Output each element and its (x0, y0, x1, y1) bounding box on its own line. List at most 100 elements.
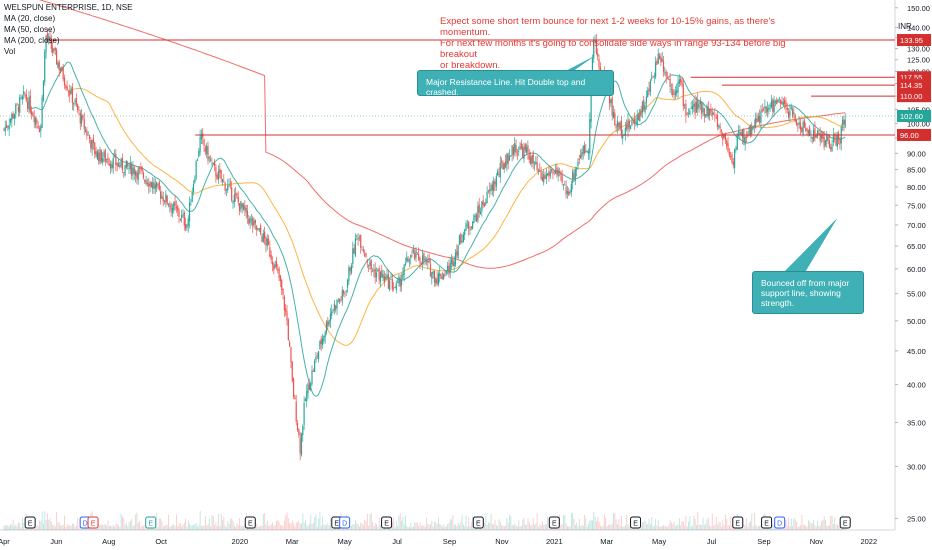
candle-body (150, 182, 152, 188)
candle-body (475, 214, 478, 222)
volume-bar (75, 525, 77, 530)
volume-bar (327, 522, 329, 530)
event-marker-label: E (28, 521, 33, 528)
candle-body (79, 112, 81, 124)
candle-body (387, 274, 389, 289)
candle-body (69, 90, 71, 96)
volume-bar (788, 517, 790, 530)
candle-body (644, 105, 646, 113)
volume-bar (528, 522, 530, 530)
volume-bar (57, 522, 59, 530)
candle-body (133, 166, 135, 175)
candle-body (460, 233, 462, 243)
volume-bar (207, 524, 209, 530)
candle-body (498, 174, 500, 176)
volume-bar (15, 524, 17, 530)
candle-body (556, 167, 558, 175)
volume-bar (214, 525, 216, 530)
volume-bar (332, 526, 334, 530)
candle-body (786, 107, 788, 110)
volume-bar (593, 511, 595, 530)
volume-bar (115, 523, 117, 530)
volume-bar (261, 525, 263, 530)
candle-body (531, 155, 533, 164)
forecast-note[interactable]: Expect some short term bounce for next 1… (440, 16, 820, 71)
volume-bar (698, 524, 700, 530)
volume-bar (272, 522, 274, 530)
candle-body (510, 155, 512, 157)
volume-bar (78, 526, 80, 530)
candle-body (524, 144, 526, 151)
volume-bar (568, 526, 570, 530)
event-marker-label: D (342, 521, 347, 528)
volume-bar (12, 519, 14, 530)
candle-body (106, 159, 108, 161)
volume-bar (262, 513, 264, 530)
x-tick-label: 2020 (231, 537, 248, 546)
volume-bar (547, 516, 549, 530)
indicator-ma50[interactable]: MA (50, close) (4, 25, 56, 34)
candle-body (789, 110, 791, 116)
candle-body (61, 66, 63, 71)
indicator-volume[interactable]: Vol (4, 47, 16, 56)
candle-body (782, 101, 784, 106)
candle-body (291, 361, 293, 381)
event-marker (339, 516, 351, 529)
candle-body (633, 119, 636, 124)
candle-body (799, 123, 802, 130)
candle-body (576, 167, 578, 170)
volume-bar (8, 526, 10, 530)
candle-body (627, 119, 629, 131)
volume-bar (3, 525, 5, 530)
volume-bar (715, 516, 717, 530)
volume-bar (564, 515, 566, 530)
volume-bar (218, 514, 220, 530)
volume-bar (77, 518, 79, 530)
candle-body (545, 174, 547, 180)
event-marker-label: E (384, 521, 389, 528)
candle-body (457, 245, 459, 258)
candle-body (198, 151, 200, 157)
volume-bar (651, 517, 653, 530)
volume-bar (64, 515, 65, 530)
volume-bar (140, 526, 142, 530)
level-price-tag (897, 128, 931, 141)
volume-bar (168, 514, 169, 530)
candle-body (737, 131, 740, 134)
candle-body (541, 176, 543, 182)
indicator-ma200[interactable]: MA (200, close) (4, 36, 60, 45)
volume-bar (127, 526, 129, 530)
candle-body (658, 55, 661, 60)
candle-body (74, 100, 76, 103)
candle-body (240, 201, 242, 210)
support-callout-line: Bounced off from major (761, 278, 850, 288)
candle-body (311, 370, 313, 384)
volume-bar (415, 522, 417, 530)
y-tick-label: 125.00 (907, 56, 930, 65)
volume-bar (710, 526, 712, 530)
volume-bar (172, 525, 173, 530)
volume-bar (703, 525, 705, 530)
volume-bar (190, 525, 192, 530)
candle-body (192, 183, 195, 193)
level-price-tag (897, 79, 931, 92)
resistance-callout[interactable]: Major Resistance Line. Hit Double top an… (417, 70, 614, 97)
candle-body (296, 422, 299, 430)
volume-bar (440, 524, 442, 530)
volume-bar (362, 525, 364, 530)
volume-bar (290, 523, 292, 530)
candle-body (152, 182, 154, 189)
volume-bar (125, 523, 127, 530)
volume-bar (351, 525, 352, 530)
candle-body (420, 262, 422, 265)
candle-body (454, 252, 457, 265)
volume-bar (494, 519, 496, 530)
volume-bar (277, 519, 279, 530)
candle-body (500, 160, 503, 163)
candle-body (262, 233, 264, 242)
indicator-ma20[interactable]: MA (20, close) (4, 14, 56, 23)
support-callout[interactable]: Bounced off from major support line, sho… (752, 271, 864, 314)
volume-bar (515, 525, 517, 530)
candle-body (626, 124, 628, 129)
